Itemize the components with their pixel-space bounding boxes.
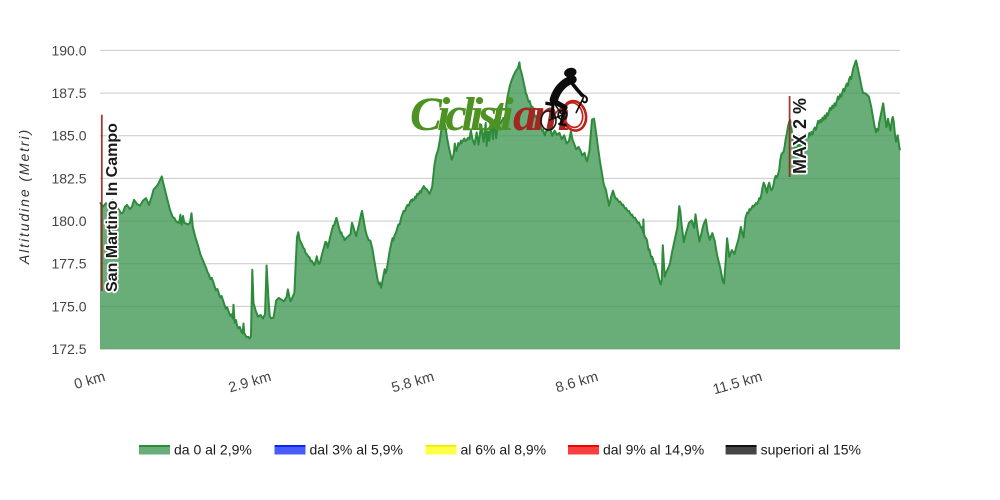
svg-text:am: am [513,88,569,141]
svg-text:190.0: 190.0 [51,42,86,58]
svg-text:175.0: 175.0 [51,298,86,314]
svg-text:superiori al 15%: superiori al 15% [761,442,861,458]
svg-text:MAX 2 %: MAX 2 % [790,98,810,174]
svg-text:Altitudine (Metri): Altitudine (Metri) [16,128,32,265]
svg-text:177.5: 177.5 [51,256,86,272]
svg-text:al 6% al 8,9%: al 6% al 8,9% [461,442,547,458]
svg-text:dal 9% al 14,9%: dal 9% al 14,9% [603,442,704,458]
svg-text:dal 3% al 5,9%: dal 3% al 5,9% [310,442,403,458]
svg-text:180.0: 180.0 [51,213,86,229]
svg-text:172.5: 172.5 [51,341,86,357]
svg-text:San Martino In Campo: San Martino In Campo [104,123,121,292]
svg-text:da 0 al 2,9%: da 0 al 2,9% [174,442,252,458]
svg-text:182.5: 182.5 [51,170,86,186]
svg-text:Ciclisti: Ciclisti [410,88,514,141]
svg-text:187.5: 187.5 [51,85,86,101]
svg-text:185.0: 185.0 [51,128,86,144]
